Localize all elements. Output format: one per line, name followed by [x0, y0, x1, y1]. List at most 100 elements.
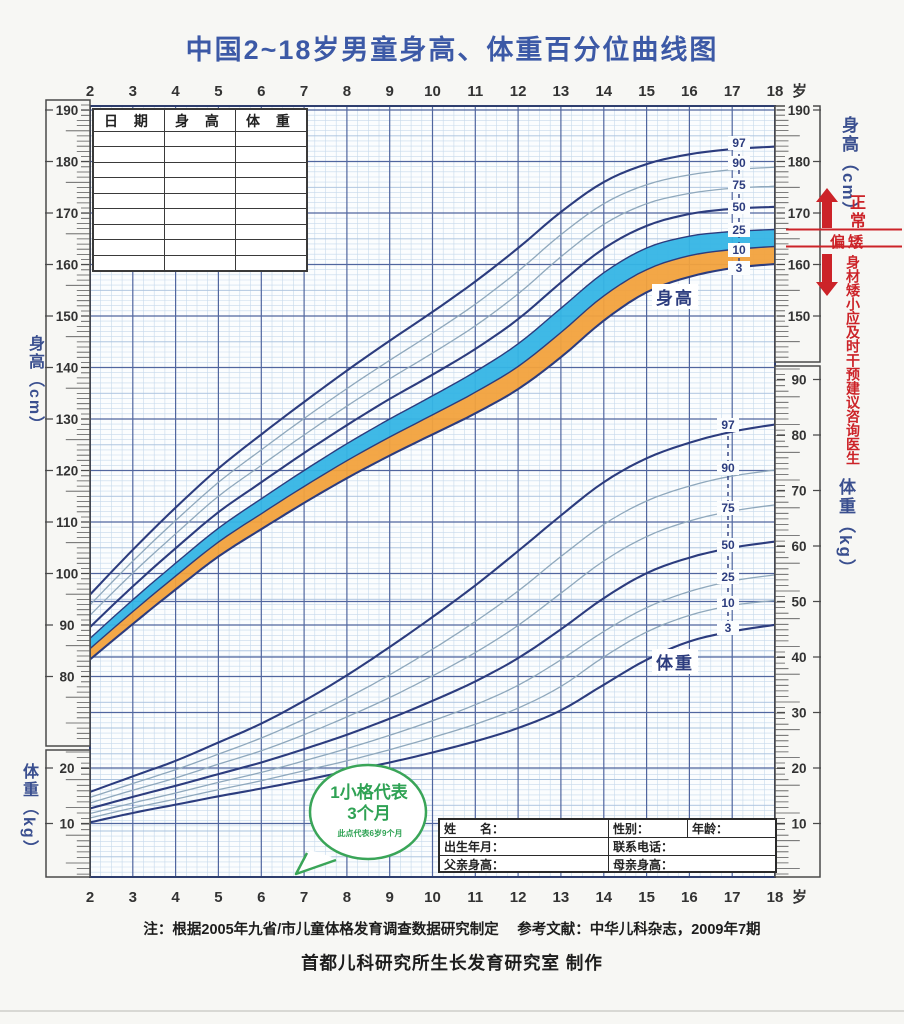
left-height-tick: 110: [56, 515, 78, 530]
source-note: 注：根据2005年九省/市儿童体格发育调查数据研究制定 参考文献：中华儿科杂志，…: [143, 922, 761, 938]
form-phone-field: 联系电话：: [608, 838, 775, 855]
weight-percentile-label: 97: [721, 418, 735, 432]
record-table-cell: [94, 163, 164, 177]
left-weight-tick: 10: [59, 817, 74, 832]
credit-note: 首都儿科研究所生长发育研究室 制作: [301, 953, 603, 973]
weight-curve-P75: [89, 504, 776, 804]
page-title: 中国2~18岁男童身高、体重百分位曲线图: [185, 35, 719, 65]
weight-percentile-label: 90: [721, 461, 735, 475]
form-father-height-field: 父亲身高：: [444, 858, 505, 872]
record-table-cell: [94, 240, 164, 254]
age-tick-top: 2: [86, 83, 94, 100]
axis-number-chip: [785, 371, 813, 388]
height-curve-P75: [89, 185, 776, 616]
height-pctl-chip: [728, 156, 750, 170]
axis-ticks: [775, 368, 800, 875]
age-tick-bottom: 7: [300, 889, 308, 906]
grid-scale-callout: 1小格代表3个月: [330, 783, 408, 824]
weight-pctl-chip: [717, 501, 739, 515]
left-height-tick: 130: [56, 412, 79, 427]
weight-curve-P50: [89, 540, 776, 810]
age-tick-top: 7: [300, 83, 308, 100]
bubble-tail-fill: [300, 850, 332, 870]
age-tick-top: 14: [595, 83, 612, 100]
right-weight-tick: 70: [791, 484, 806, 499]
age-tick-bottom: 9: [386, 889, 394, 906]
age-tick-top: 12: [510, 83, 527, 100]
age-tick-bottom: 12: [510, 889, 527, 906]
weight-percentile-label: 3: [725, 621, 732, 635]
right-weight-tick: 40: [791, 650, 806, 665]
age-tick-bottom: 15: [638, 889, 655, 906]
record-table-cell: [235, 240, 306, 255]
annotation-short-advice: 身材矮小应及时干预建议咨询医生: [845, 255, 861, 465]
height-percentile-label: 97: [732, 136, 746, 150]
right-height-tick: 180: [788, 155, 811, 170]
axis-number-chip: [53, 256, 81, 273]
record-table-cell: [235, 209, 306, 224]
axis-number-chip: [785, 649, 813, 665]
left-height-tick: 150: [56, 309, 79, 324]
age-tick-top: 4: [171, 83, 180, 100]
right-height-tick: 150: [788, 309, 811, 324]
axis-number-chip: [53, 760, 81, 776]
axis-number-chip: [53, 205, 81, 221]
record-table-cell: [235, 178, 306, 193]
record-table-cell: [235, 162, 306, 178]
age-tick-top: 10: [424, 83, 441, 100]
right-weight-tick: 30: [791, 706, 806, 721]
height-percentile-label: 90: [732, 156, 746, 170]
left-height-tick: 170: [56, 206, 79, 221]
age-tick-bottom: 11: [467, 889, 483, 906]
record-table-empty-row: [94, 239, 306, 255]
record-table-cell: [94, 194, 164, 208]
age-tick-top: 3: [129, 83, 137, 100]
left-height-tick: 160: [56, 258, 79, 273]
weight-curve-P90: [89, 469, 776, 799]
age-tick-bottom: 8: [343, 889, 351, 906]
height-pctl-chip: [728, 223, 750, 237]
height-percentile-label: 75: [732, 178, 746, 192]
record-table-cell: [94, 256, 164, 270]
weight-percentile-label: 50: [721, 538, 735, 552]
age-tick-bottom: 13: [553, 889, 570, 906]
record-header-weight: 体 重: [235, 110, 306, 131]
height-percentile-label: 3: [736, 261, 743, 275]
up-arrow-icon: [816, 188, 838, 228]
record-table-empty-row: [94, 192, 306, 209]
height-percentile-label: 25: [732, 223, 746, 237]
record-table-cell: [164, 162, 235, 178]
record-table-cell: [94, 178, 164, 192]
left-height-tick: 80: [59, 670, 74, 685]
height-curve-P50: [89, 205, 776, 628]
axis-number-chip: [53, 153, 81, 170]
axis-number-chip: [53, 411, 81, 427]
height-percentile-label: 10: [732, 243, 746, 257]
weight-percentile-label: 75: [721, 501, 735, 515]
age-tick-bottom: 14: [595, 889, 612, 906]
height-percentile-label: 50: [732, 200, 746, 214]
age-tick-bottom: 3: [129, 889, 137, 906]
record-table-empty-row: [94, 161, 306, 178]
weight-pctl-chip: [717, 596, 739, 610]
weight-curve-P10: [89, 599, 776, 819]
age-unit-bottom: 岁: [792, 888, 807, 906]
age-tick-bottom: 17: [724, 889, 741, 906]
weight-pctl-chip: [717, 461, 739, 475]
record-table-cell: [235, 193, 306, 209]
axis-number-chip: [785, 482, 813, 499]
down-arrow-icon: [816, 254, 838, 296]
axis-number-chip: [53, 308, 81, 324]
bubble-ellipse: [308, 763, 428, 861]
age-tick-bottom: 2: [86, 889, 94, 906]
scan-edge-artifact: [0, 1010, 904, 1012]
age-tick-bottom: 4: [171, 889, 180, 906]
height-pctl-chip: [728, 261, 750, 275]
left-height-tick: 140: [56, 361, 79, 376]
weight-pctl-chip: [717, 418, 739, 432]
record-table-cell: [164, 209, 235, 224]
age-tick-bottom: 5: [214, 889, 222, 906]
axis-number-chip: [785, 102, 813, 118]
age-unit-top: 岁: [792, 82, 807, 100]
record-table-cell: [235, 147, 306, 162]
